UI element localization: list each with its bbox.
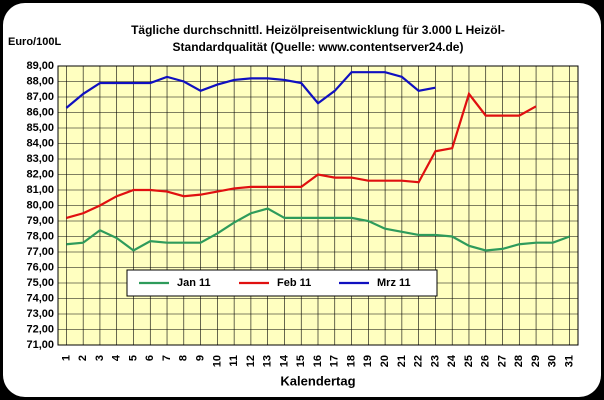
x-tick-label: 2 (77, 355, 89, 361)
x-tick-label: 22 (413, 355, 425, 367)
x-tick-label: 24 (446, 354, 458, 367)
x-tick-label: 17 (329, 355, 341, 367)
x-tick-label: 16 (312, 355, 324, 367)
y-tick-label: 74,00 (26, 292, 54, 304)
x-tick-label: 23 (429, 355, 441, 367)
x-axis-label: Kalendertag (280, 373, 355, 388)
y-tick-label: 89,00 (26, 60, 54, 72)
x-tick-label: 30 (547, 355, 559, 367)
y-tick-label: 83,00 (26, 153, 54, 165)
x-tick-label: 27 (496, 355, 508, 367)
y-tick-label: 71,00 (26, 339, 54, 351)
x-tick-label: 28 (513, 355, 525, 367)
x-tick-label: 18 (345, 355, 357, 367)
chart-subtitle: Standardqualität (Quelle: www.contentser… (173, 40, 464, 54)
x-tick-label: 5 (127, 355, 139, 361)
x-tick-label: 3 (94, 355, 106, 361)
x-tick-label: 11 (228, 355, 240, 367)
series-line (66, 207, 570, 252)
y-tick-label: 87,00 (26, 91, 54, 103)
y-tick-label: 80,00 (26, 199, 54, 211)
x-tick-label: 10 (211, 355, 223, 367)
x-tick-label: 19 (362, 355, 374, 367)
y-tick-label: 76,00 (26, 261, 54, 273)
y-tick-label: 77,00 (26, 246, 54, 258)
y-tick-label: 73,00 (26, 308, 54, 320)
series-line (66, 91, 537, 219)
y-tick-label: 84,00 (26, 137, 54, 149)
y-tick-label: 81,00 (26, 184, 54, 196)
x-tick-label: 14 (278, 354, 290, 367)
x-tick-label: 15 (295, 355, 307, 367)
y-tick-label: 85,00 (26, 122, 54, 134)
x-tick-label: 26 (480, 355, 492, 367)
x-tick-label: 4 (111, 354, 123, 361)
series-line (65, 71, 436, 109)
y-tick-label: 86,00 (26, 106, 54, 118)
x-tick-label: 29 (530, 355, 542, 367)
x-tick-label: 9 (194, 355, 206, 361)
y-tick-label: 78,00 (26, 230, 54, 242)
x-tick-label: 6 (144, 355, 156, 361)
y-axis-label: Euro/100L (8, 36, 61, 48)
y-tick-label: 79,00 (26, 215, 54, 227)
legend (126, 269, 438, 297)
x-tick-label: 7 (161, 355, 173, 361)
x-tick-label: 31 (564, 355, 576, 367)
x-tick-label: 20 (379, 355, 391, 367)
y-tick-label: 82,00 (26, 168, 54, 180)
chart-title: Tägliche durchschnittl. Heizölpreisentwi… (131, 23, 505, 37)
y-tick-label: 72,00 (26, 323, 54, 335)
y-tick-label: 88,00 (26, 75, 54, 87)
x-tick-label: 13 (262, 355, 274, 367)
x-tick-label: 25 (463, 355, 475, 367)
x-tick-label: 1 (60, 355, 72, 361)
legend-label: Jan 11 (177, 277, 211, 289)
legend-label: Mrz 11 (377, 277, 411, 289)
x-tick-label: 12 (245, 355, 257, 367)
x-tick-label: 8 (178, 355, 190, 361)
legend-label: Feb 11 (277, 277, 311, 289)
x-tick-label: 21 (396, 355, 408, 367)
y-tick-label: 75,00 (26, 277, 54, 289)
